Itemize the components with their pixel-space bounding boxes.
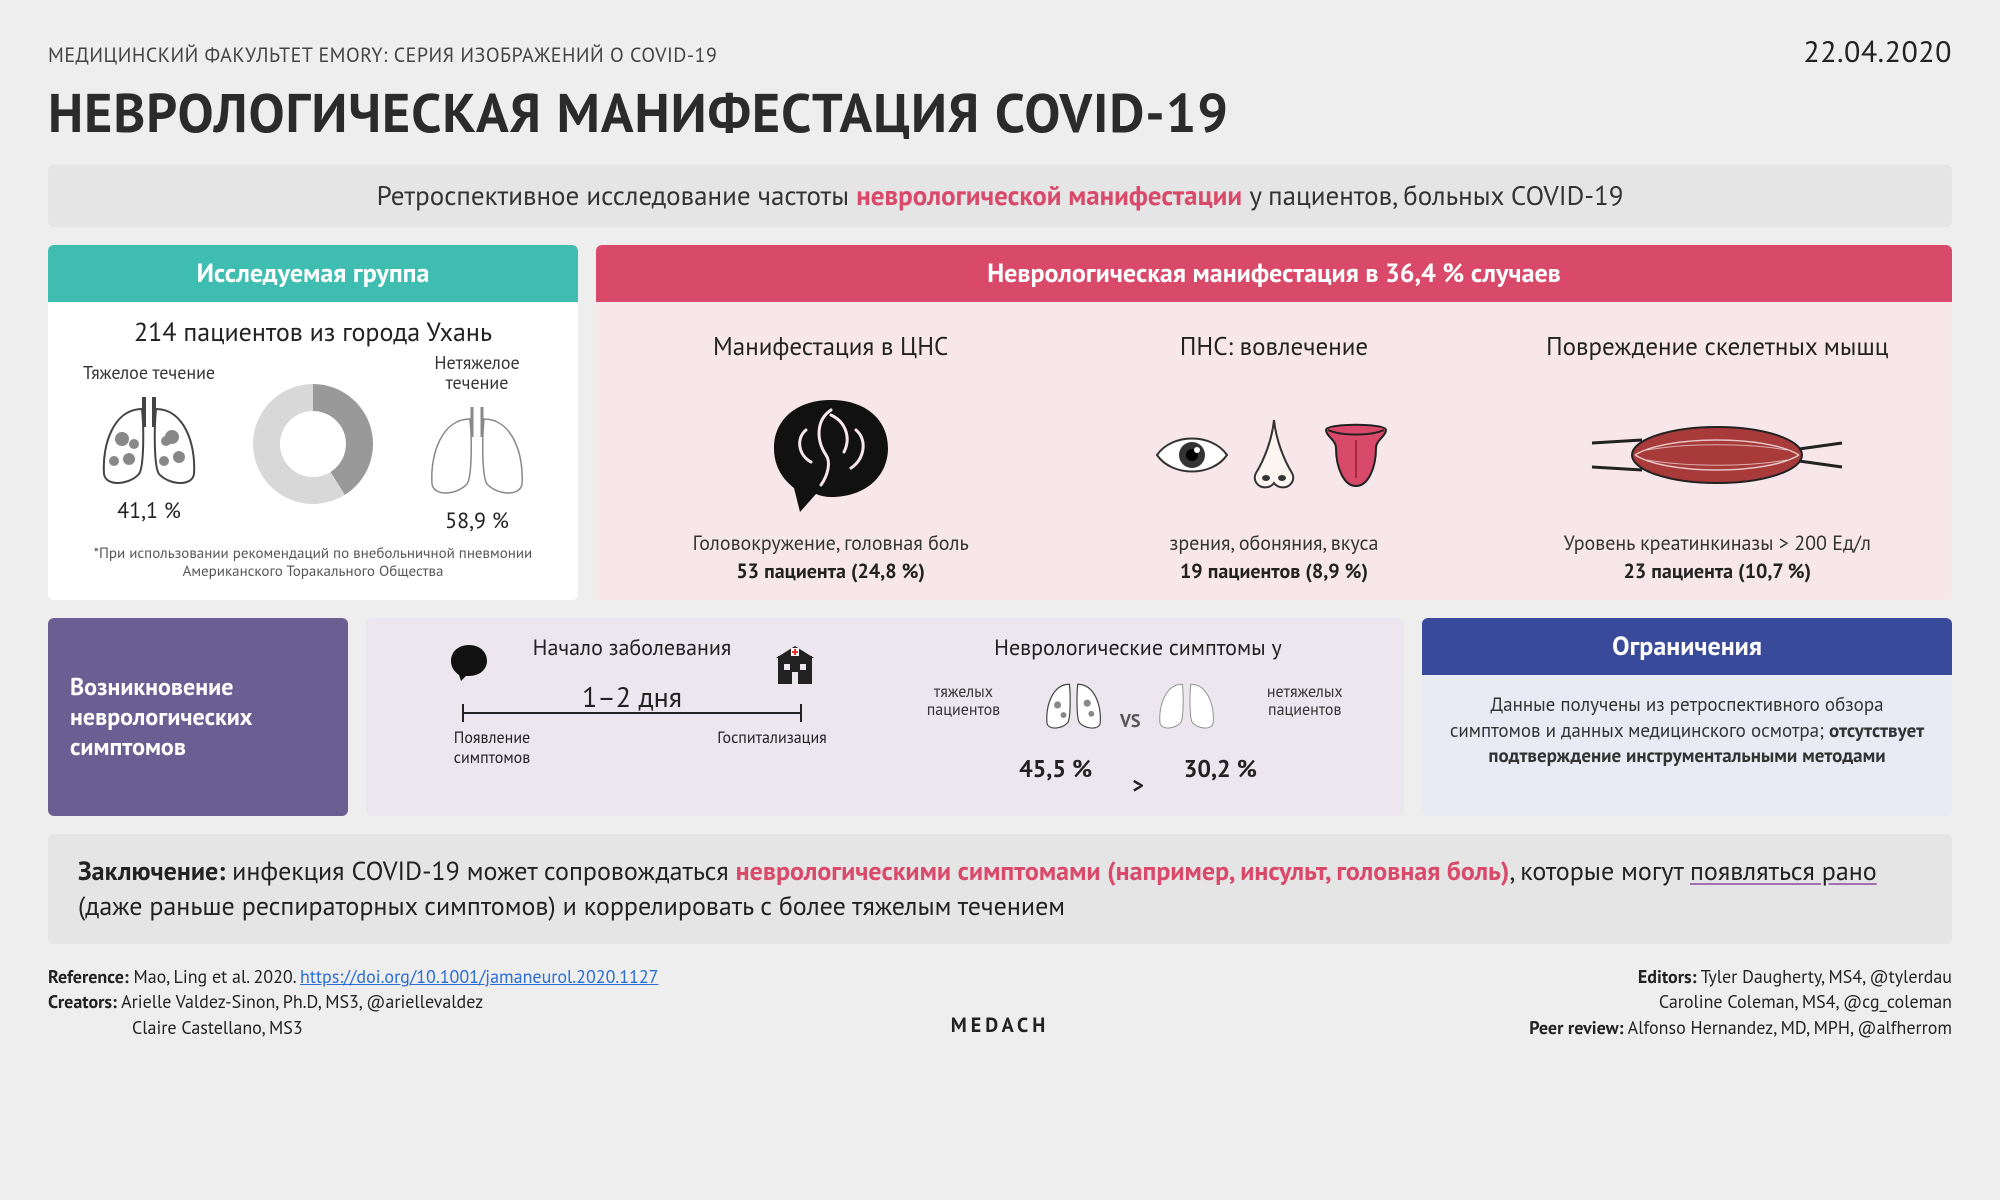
- cns-title: Манифестация в ЦНС: [713, 316, 948, 376]
- subtitle-post: у пациентов, больных COVID-19: [1242, 179, 1623, 213]
- reference-label: Reference:: [48, 965, 129, 988]
- lungs-severe-small-icon: [1041, 670, 1106, 734]
- manifest-col-pns: ПНС: вовлечение зрения, обоняния, вкуса …: [1057, 316, 1490, 584]
- subtitle-pre: Ретроспективное исследование частоты: [377, 179, 857, 213]
- date: 22.04.2020: [1803, 32, 1952, 71]
- nonsevere-label: Нетяжелое течение: [402, 353, 552, 393]
- eye-icon: [1152, 425, 1232, 485]
- conclusion: Заключение: инфекция COVID-19 может сопр…: [48, 834, 1952, 944]
- pns-title: ПНС: вовлечение: [1180, 316, 1368, 376]
- vs-severe-label: тяжелых пациентов: [900, 684, 1027, 719]
- manifest-card: Неврологическая манифестация в 36,4 % сл…: [596, 245, 1952, 600]
- manifest-col-muscle: Повреждение скелетных мышц Уровень креат…: [1501, 316, 1934, 584]
- lungs-severe-icon: [94, 389, 204, 489]
- cns-stat: 53 пациента (24,8 %): [736, 558, 925, 584]
- severe-pct: 41,1 %: [117, 497, 181, 525]
- peer-text: Alfonso Hernandez, MD, MPH, @alfherrom: [1623, 1016, 1952, 1039]
- manifest-head: Неврологическая манифестация в 36,4 % сл…: [596, 245, 1952, 302]
- series-label: МЕДИЦИНСКИЙ ФАКУЛЬТЕТ EMORY: СЕРИЯ ИЗОБР…: [48, 42, 717, 68]
- cns-desc: Головокружение, головная боль: [693, 530, 969, 556]
- page-title: НЕВРОЛОГИЧЕСКАЯ МАНИФЕСТАЦИЯ COVID-19: [48, 77, 1952, 147]
- vs-severe-pct: 45,5 %: [1019, 753, 1092, 784]
- lungs-nonsevere-icon: [422, 399, 532, 499]
- onset-left-title: Начало заболевания: [533, 634, 732, 662]
- timeline-left-label: Появление симптомов: [432, 728, 552, 768]
- cohort-card: Исследуемая группа 214 пациентов из горо…: [48, 245, 578, 600]
- conclusion-t1: инфекция COVID-19 может сопровождаться: [225, 855, 735, 888]
- subtitle-highlight: неврологической манифестации: [856, 179, 1242, 213]
- vs-nonsevere-label: нетяжелых пациентов: [1234, 684, 1376, 719]
- conclusion-t3: , которые могут: [1509, 855, 1690, 888]
- reference-text: Mao, Ling et al. 2020.: [129, 965, 300, 988]
- vs-nonsevere-pct: 30,2 %: [1184, 753, 1257, 784]
- muscle-desc: Уровень креатинкиназы > 200 Ед/л: [1564, 530, 1871, 556]
- brain-icon: [756, 390, 906, 520]
- onset-body: Начало заболевания 1–2 дня Появление сим…: [366, 618, 1404, 816]
- muscle-title: Повреждение скелетных мышц: [1546, 316, 1888, 376]
- limits-card: Ограничения Данные получены из ретроспек…: [1422, 618, 1952, 816]
- gt-symbol: >: [1132, 772, 1144, 800]
- timeline: 1–2 дня Появление симптомов Госпитализац…: [452, 670, 812, 760]
- onset-title: Возникновение неврологических симптомов: [70, 672, 326, 762]
- editors-2: Caroline Coleman, MS4, @cg_coleman: [1659, 990, 1952, 1013]
- conclusion-lead: Заключение:: [78, 855, 225, 888]
- severe-label: Тяжелое течение: [83, 363, 215, 383]
- nose-icon: [1244, 415, 1304, 495]
- nonsevere-pct: 58,9 %: [445, 507, 509, 535]
- onset-title-box: Возникновение неврологических симптомов: [48, 618, 348, 816]
- limits-body-pre: Данные получены из ретроспективного обзо…: [1450, 693, 1884, 743]
- vs-label: VS: [1120, 709, 1140, 732]
- timeline-days: 1–2 дня: [452, 678, 812, 715]
- cohort-footnote: *При использовании рекомендаций по внебо…: [66, 545, 560, 583]
- pns-desc: зрения, обоняния, вкуса: [1170, 530, 1379, 556]
- brain-small-icon: [446, 642, 492, 682]
- onset-right-title: Неврологические симптомы у: [994, 634, 1282, 662]
- timeline-right-label: Госпитализация: [712, 728, 832, 748]
- reference-link[interactable]: https://doi.org/10.1001/jamaneurol.2020.…: [300, 965, 659, 988]
- tongue-icon: [1316, 418, 1396, 493]
- peer-label: Peer review:: [1529, 1016, 1623, 1039]
- subtitle: Ретроспективное исследование частоты нев…: [48, 165, 1952, 227]
- pns-stat: 19 пациентов (8,9 %): [1180, 558, 1368, 584]
- muscle-stat: 23 пациента (10,7 %): [1624, 558, 1812, 584]
- limits-head: Ограничения: [1422, 618, 1952, 675]
- creators-2: Claire Castellano, MS3: [132, 1016, 303, 1039]
- manifest-col-cns: Манифестация в ЦНС Головокружение, голов…: [614, 316, 1047, 584]
- editors-1: Tyler Daugherty, MS4, @tylerdau: [1696, 965, 1952, 988]
- brand-logo: MEDACH: [951, 1012, 1050, 1038]
- editors-label: Editors:: [1638, 965, 1697, 988]
- cohort-title: 214 пациентов из города Ухань: [66, 316, 560, 349]
- muscle-icon: [1587, 415, 1847, 495]
- conclusion-t2: (например, инсульт, головная боль): [1101, 855, 1510, 888]
- conclusion-underline: появляться рано: [1690, 855, 1877, 888]
- lungs-nonsevere-small-icon: [1154, 670, 1219, 734]
- cohort-donut: [238, 369, 388, 519]
- conclusion-t4: (даже раньше респираторных симптомов) и …: [78, 890, 1065, 923]
- creators-1: Arielle Valdez-Sinon, Ph.D, MS3, @ariell…: [117, 990, 483, 1013]
- cohort-head: Исследуемая группа: [48, 245, 578, 302]
- conclusion-highlight: неврологическими симптомами: [736, 855, 1101, 888]
- creators-label: Creators:: [48, 990, 117, 1013]
